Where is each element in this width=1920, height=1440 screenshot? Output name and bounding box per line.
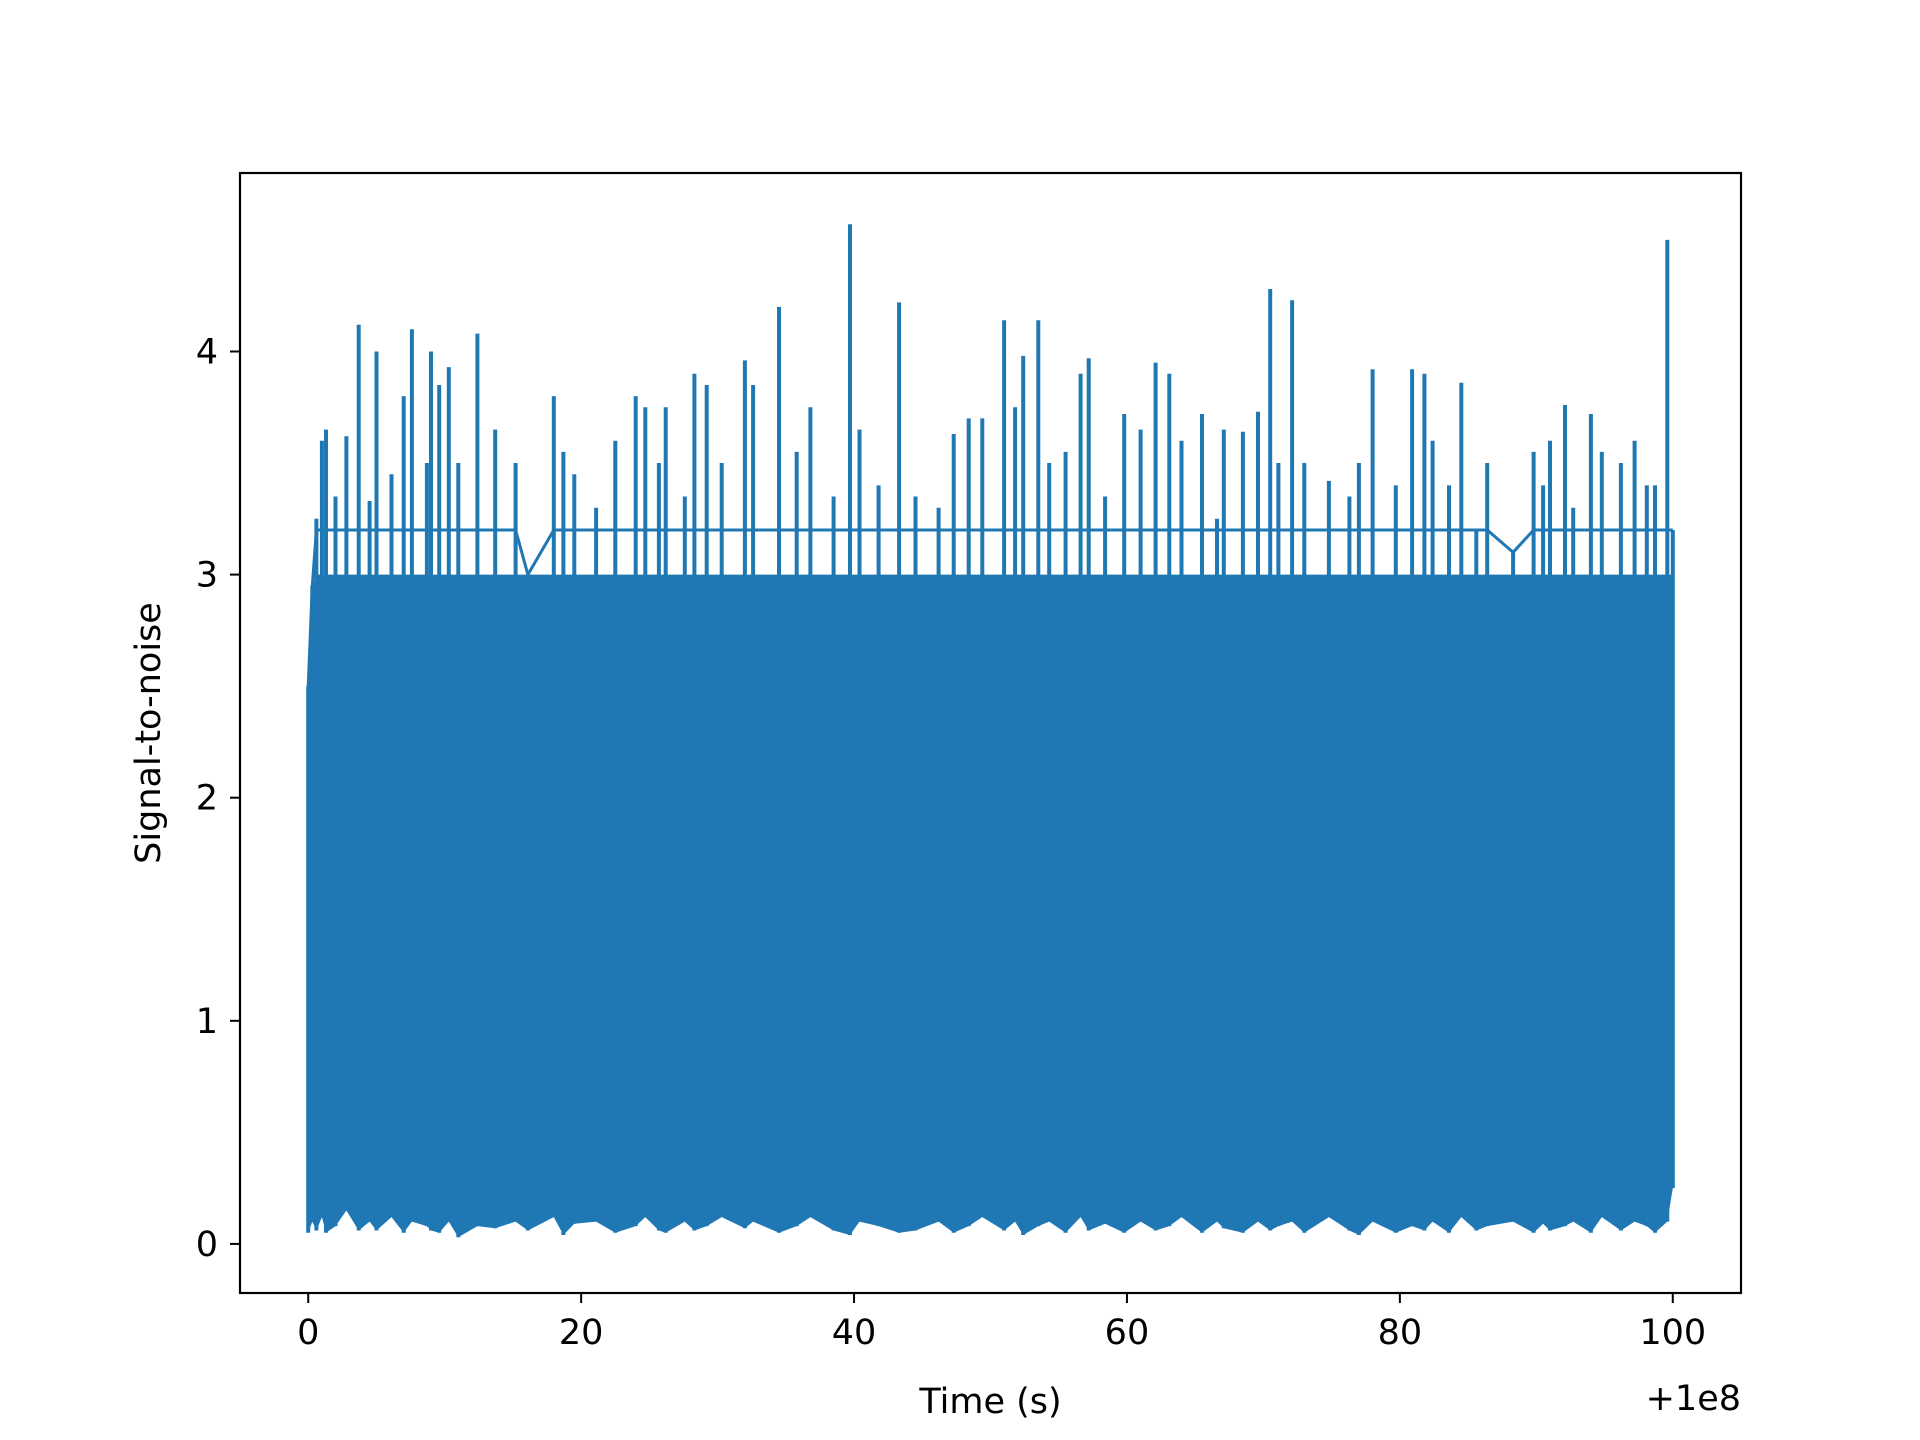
x-tick-label: 0 — [297, 1313, 319, 1353]
snr-band — [308, 574, 1673, 1238]
y-tick-label: 0 — [196, 1225, 218, 1265]
plot-area — [306, 224, 1675, 1238]
y-tick-label: 2 — [196, 779, 218, 819]
y-tick-label: 4 — [196, 332, 218, 372]
x-axis-label: Time (s) — [918, 1382, 1061, 1422]
x-tick-label: 20 — [559, 1313, 604, 1353]
y-tick-label: 1 — [196, 1002, 218, 1042]
snr-line — [306, 528, 1673, 687]
snr-series — [306, 224, 1675, 1238]
x-tick-label: 80 — [1378, 1313, 1423, 1353]
x-tick-label: 60 — [1105, 1313, 1150, 1353]
y-axis-label: Signal-to-noise — [129, 602, 169, 864]
y-tick-label: 3 — [196, 556, 218, 596]
x-tick-label: 40 — [832, 1313, 877, 1353]
axes-frame — [238, 171, 1743, 1295]
x-tick-label: 100 — [1639, 1313, 1706, 1353]
x-axis: 0 20 40 60 80 100 — [297, 1293, 1706, 1353]
y-axis: 0 1 2 3 4 — [196, 332, 240, 1265]
x-axis-offset-label: +1e8 — [1646, 1379, 1741, 1419]
